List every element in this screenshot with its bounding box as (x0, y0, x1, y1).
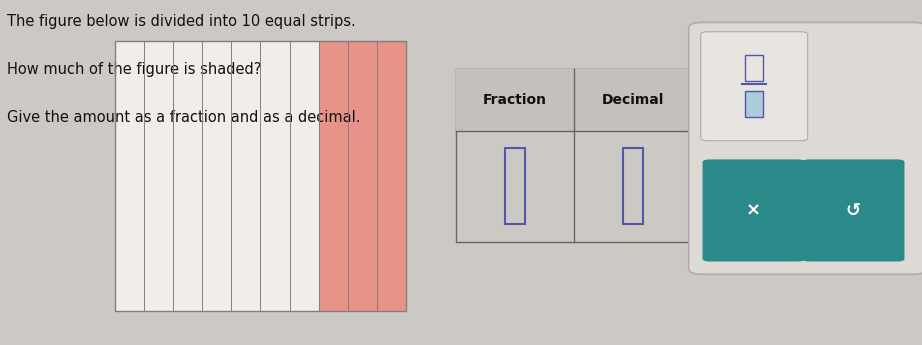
Bar (456, 69, 692, 131)
Bar (115, 41, 406, 310)
Bar (622, 148, 643, 224)
Text: Give the amount as a fraction and as a decimal.: Give the amount as a fraction and as a d… (7, 110, 361, 125)
Text: Decimal: Decimal (601, 93, 664, 107)
Bar (348, 41, 376, 310)
Text: The figure below is divided into 10 equal strips.: The figure below is divided into 10 equa… (7, 14, 356, 29)
Bar (505, 148, 526, 224)
FancyBboxPatch shape (689, 22, 922, 274)
Bar (456, 69, 692, 241)
Bar (115, 41, 406, 310)
Bar (745, 91, 763, 117)
Bar (745, 55, 763, 81)
Text: How much of the figure is shaded?: How much of the figure is shaded? (7, 62, 262, 77)
Bar (319, 41, 348, 310)
Text: ×: × (746, 201, 762, 219)
FancyBboxPatch shape (701, 32, 808, 141)
FancyBboxPatch shape (802, 159, 904, 262)
Text: Fraction: Fraction (483, 93, 547, 107)
Bar (376, 41, 406, 310)
FancyBboxPatch shape (703, 159, 805, 262)
Text: ↺: ↺ (845, 201, 861, 219)
